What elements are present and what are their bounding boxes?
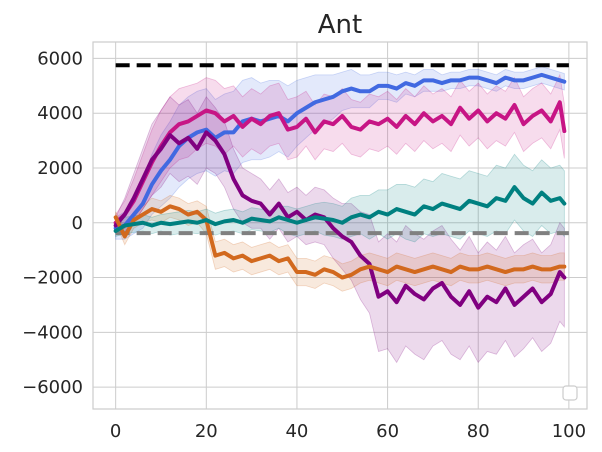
plot-area — [92, 41, 588, 410]
x-tick-label: 60 — [376, 421, 399, 442]
band-blue — [115, 66, 565, 240]
x-tick-label: 80 — [467, 421, 490, 442]
band-orange — [115, 194, 565, 292]
y-tick-label: 4000 — [37, 103, 83, 124]
series-line-teal — [113, 185, 567, 233]
x-tick-labels: 0 20 40 60 80 100 — [110, 421, 586, 442]
band-magenta — [115, 73, 565, 232]
y-tick-label: 2000 — [37, 158, 83, 179]
y-tick-labels: −6000 −4000 −2000 0 2000 4000 6000 — [22, 48, 83, 398]
x-tick-label: 100 — [552, 421, 586, 442]
series-line-blue — [113, 72, 567, 231]
chart-title: Ant — [318, 10, 362, 40]
legend-box — [562, 385, 578, 401]
y-tick-label: 0 — [72, 213, 83, 234]
x-tick-label: 20 — [195, 421, 218, 442]
series-line-magenta — [113, 100, 567, 225]
series-line-orange — [113, 204, 567, 280]
reference-lines — [115, 63, 569, 236]
series-lines — [113, 72, 567, 310]
x-tick-label: 40 — [285, 421, 308, 442]
y-tick-label: 6000 — [37, 48, 83, 69]
y-tick-label: −4000 — [22, 322, 83, 343]
y-tick-label: −6000 — [22, 377, 83, 398]
x-tick-label: 0 — [110, 421, 121, 442]
y-tick-label: −2000 — [22, 268, 83, 289]
series-line-purple — [113, 130, 567, 310]
